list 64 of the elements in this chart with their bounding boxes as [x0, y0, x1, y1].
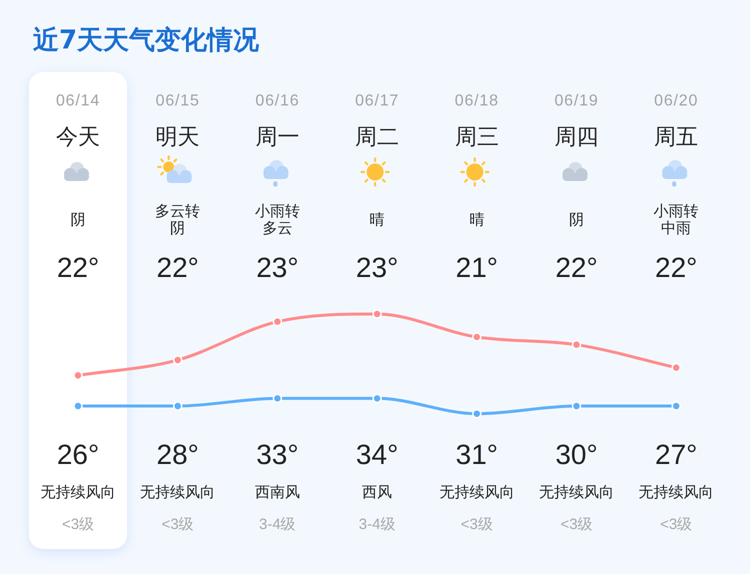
x-tick-label: 周二 [355, 124, 400, 151]
point [372, 309, 382, 319]
text: 06/20 [654, 91, 698, 111]
text: 3-4级 [259, 516, 296, 534]
chart-title: 近7天天气变化情况 [33, 25, 260, 57]
data-label: 28° [156, 438, 199, 472]
text: <3级 [560, 516, 593, 534]
point [172, 401, 182, 411]
text: 西风 [362, 482, 392, 501]
text: 西南风 [254, 482, 300, 501]
point [671, 401, 681, 411]
text: <3级 [660, 516, 692, 534]
text: <3级 [162, 516, 194, 534]
text: 无持续风向 [638, 482, 714, 501]
text: 06/14 [56, 91, 100, 111]
text: 06/18 [454, 91, 499, 111]
text: 06/19 [554, 91, 599, 111]
point [73, 401, 83, 411]
x-tick-label: 周五 [654, 124, 698, 151]
text: <3级 [460, 516, 493, 534]
text: <3级 [62, 516, 94, 534]
x-tick-label: 今天 [56, 124, 100, 151]
x-tick-label: 周三 [454, 124, 499, 151]
data-label: 23° [356, 251, 398, 285]
point [73, 370, 83, 380]
text: 晴 [368, 210, 386, 228]
text: 多云转阴 [154, 202, 202, 237]
x-tick-label: 周一 [255, 124, 300, 151]
point [472, 408, 482, 418]
x-tick-label: 明天 [156, 124, 200, 151]
data-label: 22° [655, 251, 698, 285]
data-label: 26° [56, 438, 100, 472]
point [372, 394, 382, 404]
point [572, 340, 582, 350]
text: 无持续风向 [439, 482, 514, 501]
data-label: 33° [256, 438, 299, 472]
text: 晴 [468, 210, 486, 228]
point [472, 332, 482, 342]
x-tick-label: 周四 [554, 124, 598, 151]
data-label: 23° [256, 251, 299, 285]
point [272, 316, 282, 326]
data-label: 22° [56, 251, 100, 285]
point [172, 355, 182, 365]
data-label: 31° [456, 438, 498, 472]
point [572, 401, 582, 411]
text: 06/15 [156, 91, 200, 111]
data-label: 27° [655, 438, 698, 472]
text: 小雨转中雨 [652, 202, 700, 237]
point [272, 394, 282, 404]
data-label: 30° [555, 438, 598, 472]
data-label: 22° [555, 251, 598, 285]
point [671, 362, 681, 372]
data-label: 22° [156, 251, 199, 285]
text: 06/17 [355, 91, 400, 111]
text: 无持续风向 [140, 482, 216, 501]
text: 无持续风向 [539, 482, 614, 501]
text: 小雨转多云 [254, 202, 301, 237]
text: 无持续风向 [40, 482, 116, 501]
text: 06/16 [255, 91, 300, 111]
data-label: 21° [456, 251, 498, 285]
text: 阴 [70, 210, 86, 228]
data-label: 34° [356, 438, 398, 472]
text: 3-4级 [358, 516, 396, 534]
text: 阴 [568, 210, 585, 228]
